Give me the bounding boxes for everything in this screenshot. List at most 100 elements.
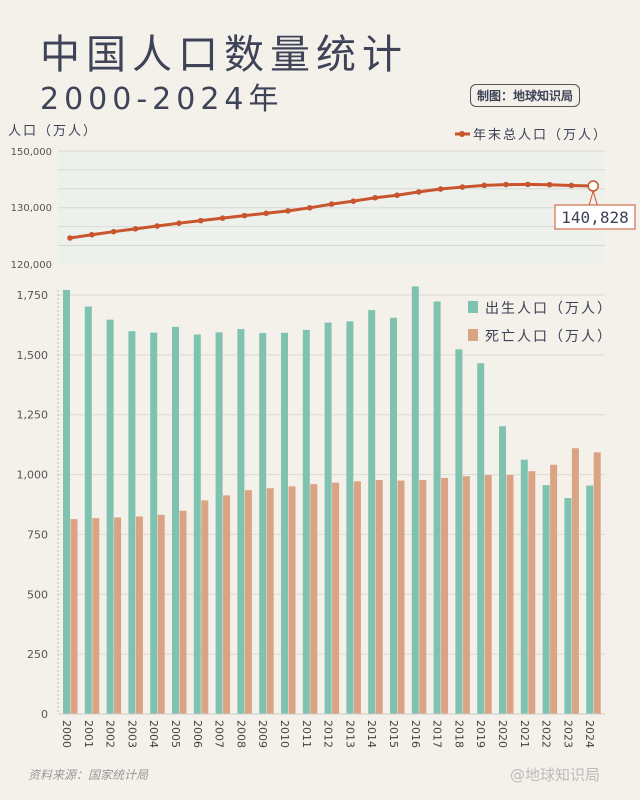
population-point (176, 220, 182, 226)
y-axis-label: 人口（万人） (8, 124, 99, 139)
birth-bar (411, 286, 419, 714)
x-tick-label: 2024 (583, 720, 596, 748)
x-tick-label: 2000 (60, 720, 73, 748)
x-tick-label: 2002 (104, 720, 117, 748)
x-tick-label: 2004 (147, 720, 160, 748)
birth-bar (477, 363, 485, 714)
population-point (110, 228, 117, 235)
population-point (394, 192, 400, 199)
population-point (132, 226, 139, 232)
population-point (241, 212, 248, 219)
credit-badge: 制图：地球知识局 (470, 84, 581, 107)
callout-value: 140,828 (561, 208, 628, 227)
death-bar (397, 480, 405, 714)
death-bar (332, 482, 340, 714)
population-point (568, 182, 575, 189)
birth-bar (84, 306, 92, 714)
x-tick-label: 2010 (278, 720, 291, 748)
death-bar (288, 486, 296, 714)
death-bar (571, 448, 579, 714)
birth-bar (302, 329, 310, 714)
birth-bar (172, 326, 179, 714)
death-bar (462, 476, 470, 714)
page-title: 中国人口数量统计 (40, 32, 408, 78)
population-point (154, 223, 160, 229)
y-tick-label: 120,000 (11, 260, 52, 271)
x-tick-label: 2013 (343, 720, 356, 748)
birth-bar (106, 319, 114, 714)
death-bar (135, 516, 143, 714)
x-tick-label: 2016 (409, 720, 422, 748)
birth-bar (281, 332, 288, 714)
birth-bar (368, 310, 376, 714)
death-bar (353, 481, 361, 714)
source-note: 资料来源：国家统计局 (28, 768, 149, 782)
birth-bar (193, 334, 201, 714)
y-tick-label: 1,000 (17, 469, 49, 482)
y-tick-label: 750 (27, 528, 48, 541)
death-bar (266, 488, 274, 714)
birth-bar (215, 332, 223, 714)
birth-bar (128, 331, 136, 714)
x-tick-label: 2009 (256, 720, 269, 748)
legend-marker-icon (459, 131, 465, 137)
x-tick-label: 2015 (387, 720, 400, 748)
y-tick-label: 0 (41, 708, 48, 721)
birth-bar (259, 333, 267, 714)
brand-watermark: @地球知识局 (510, 766, 601, 784)
x-tick-label: 2021 (518, 720, 531, 748)
legend-deaths: 死亡人口（万人） (485, 329, 613, 345)
x-tick-label: 2014 (365, 720, 378, 748)
x-tick-label: 2005 (169, 720, 182, 748)
birth-bar (455, 349, 463, 714)
y-tick-label: 130,000 (11, 203, 52, 214)
birth-bar (237, 328, 245, 714)
legend-births: 出生人口（万人） (485, 301, 613, 317)
y-tick-label: 150,000 (11, 147, 52, 158)
x-tick-label: 2020 (496, 720, 509, 748)
birth-bar (390, 317, 397, 714)
x-tick-label: 2007 (213, 720, 226, 748)
birth-bar (586, 485, 594, 714)
x-tick-label: 2012 (322, 720, 335, 748)
population-point (503, 181, 509, 188)
x-tick-label: 2001 (82, 720, 95, 748)
death-bar (70, 519, 78, 714)
population-point (219, 215, 226, 221)
birth-bar (542, 485, 550, 714)
death-bar (92, 518, 100, 714)
legend-swatch-icon (468, 301, 478, 313)
death-bar (375, 480, 383, 714)
death-bar (419, 480, 427, 714)
callout-pointer (588, 190, 598, 206)
birth-bar (63, 289, 70, 714)
population-point-last (587, 180, 599, 192)
death-bar (528, 471, 536, 714)
x-tick-label: 2019 (474, 720, 487, 748)
birth-bar (324, 322, 332, 714)
birth-bar (433, 301, 441, 714)
death-bar (114, 517, 122, 714)
birth-bar (520, 459, 528, 714)
death-bar (550, 464, 558, 714)
death-bar (441, 477, 449, 714)
birth-bar (564, 498, 572, 714)
x-tick-label: 2023 (561, 720, 574, 748)
death-bar (506, 475, 514, 714)
death-bar (310, 484, 318, 714)
x-tick-label: 2006 (191, 720, 204, 748)
death-bar (593, 452, 601, 714)
population-point (263, 210, 270, 217)
death-bar (244, 490, 252, 714)
legend-population: 年末总人口（万人） (473, 128, 608, 143)
death-bar (179, 510, 187, 714)
x-tick-label: 2017 (431, 720, 444, 748)
population-point (285, 208, 291, 214)
callout-box (554, 204, 636, 230)
population-point (546, 181, 553, 188)
death-bar (484, 475, 492, 714)
population-point (525, 181, 531, 188)
x-tick-label: 2022 (540, 720, 553, 748)
y-tick-label: 1,250 (17, 409, 49, 422)
